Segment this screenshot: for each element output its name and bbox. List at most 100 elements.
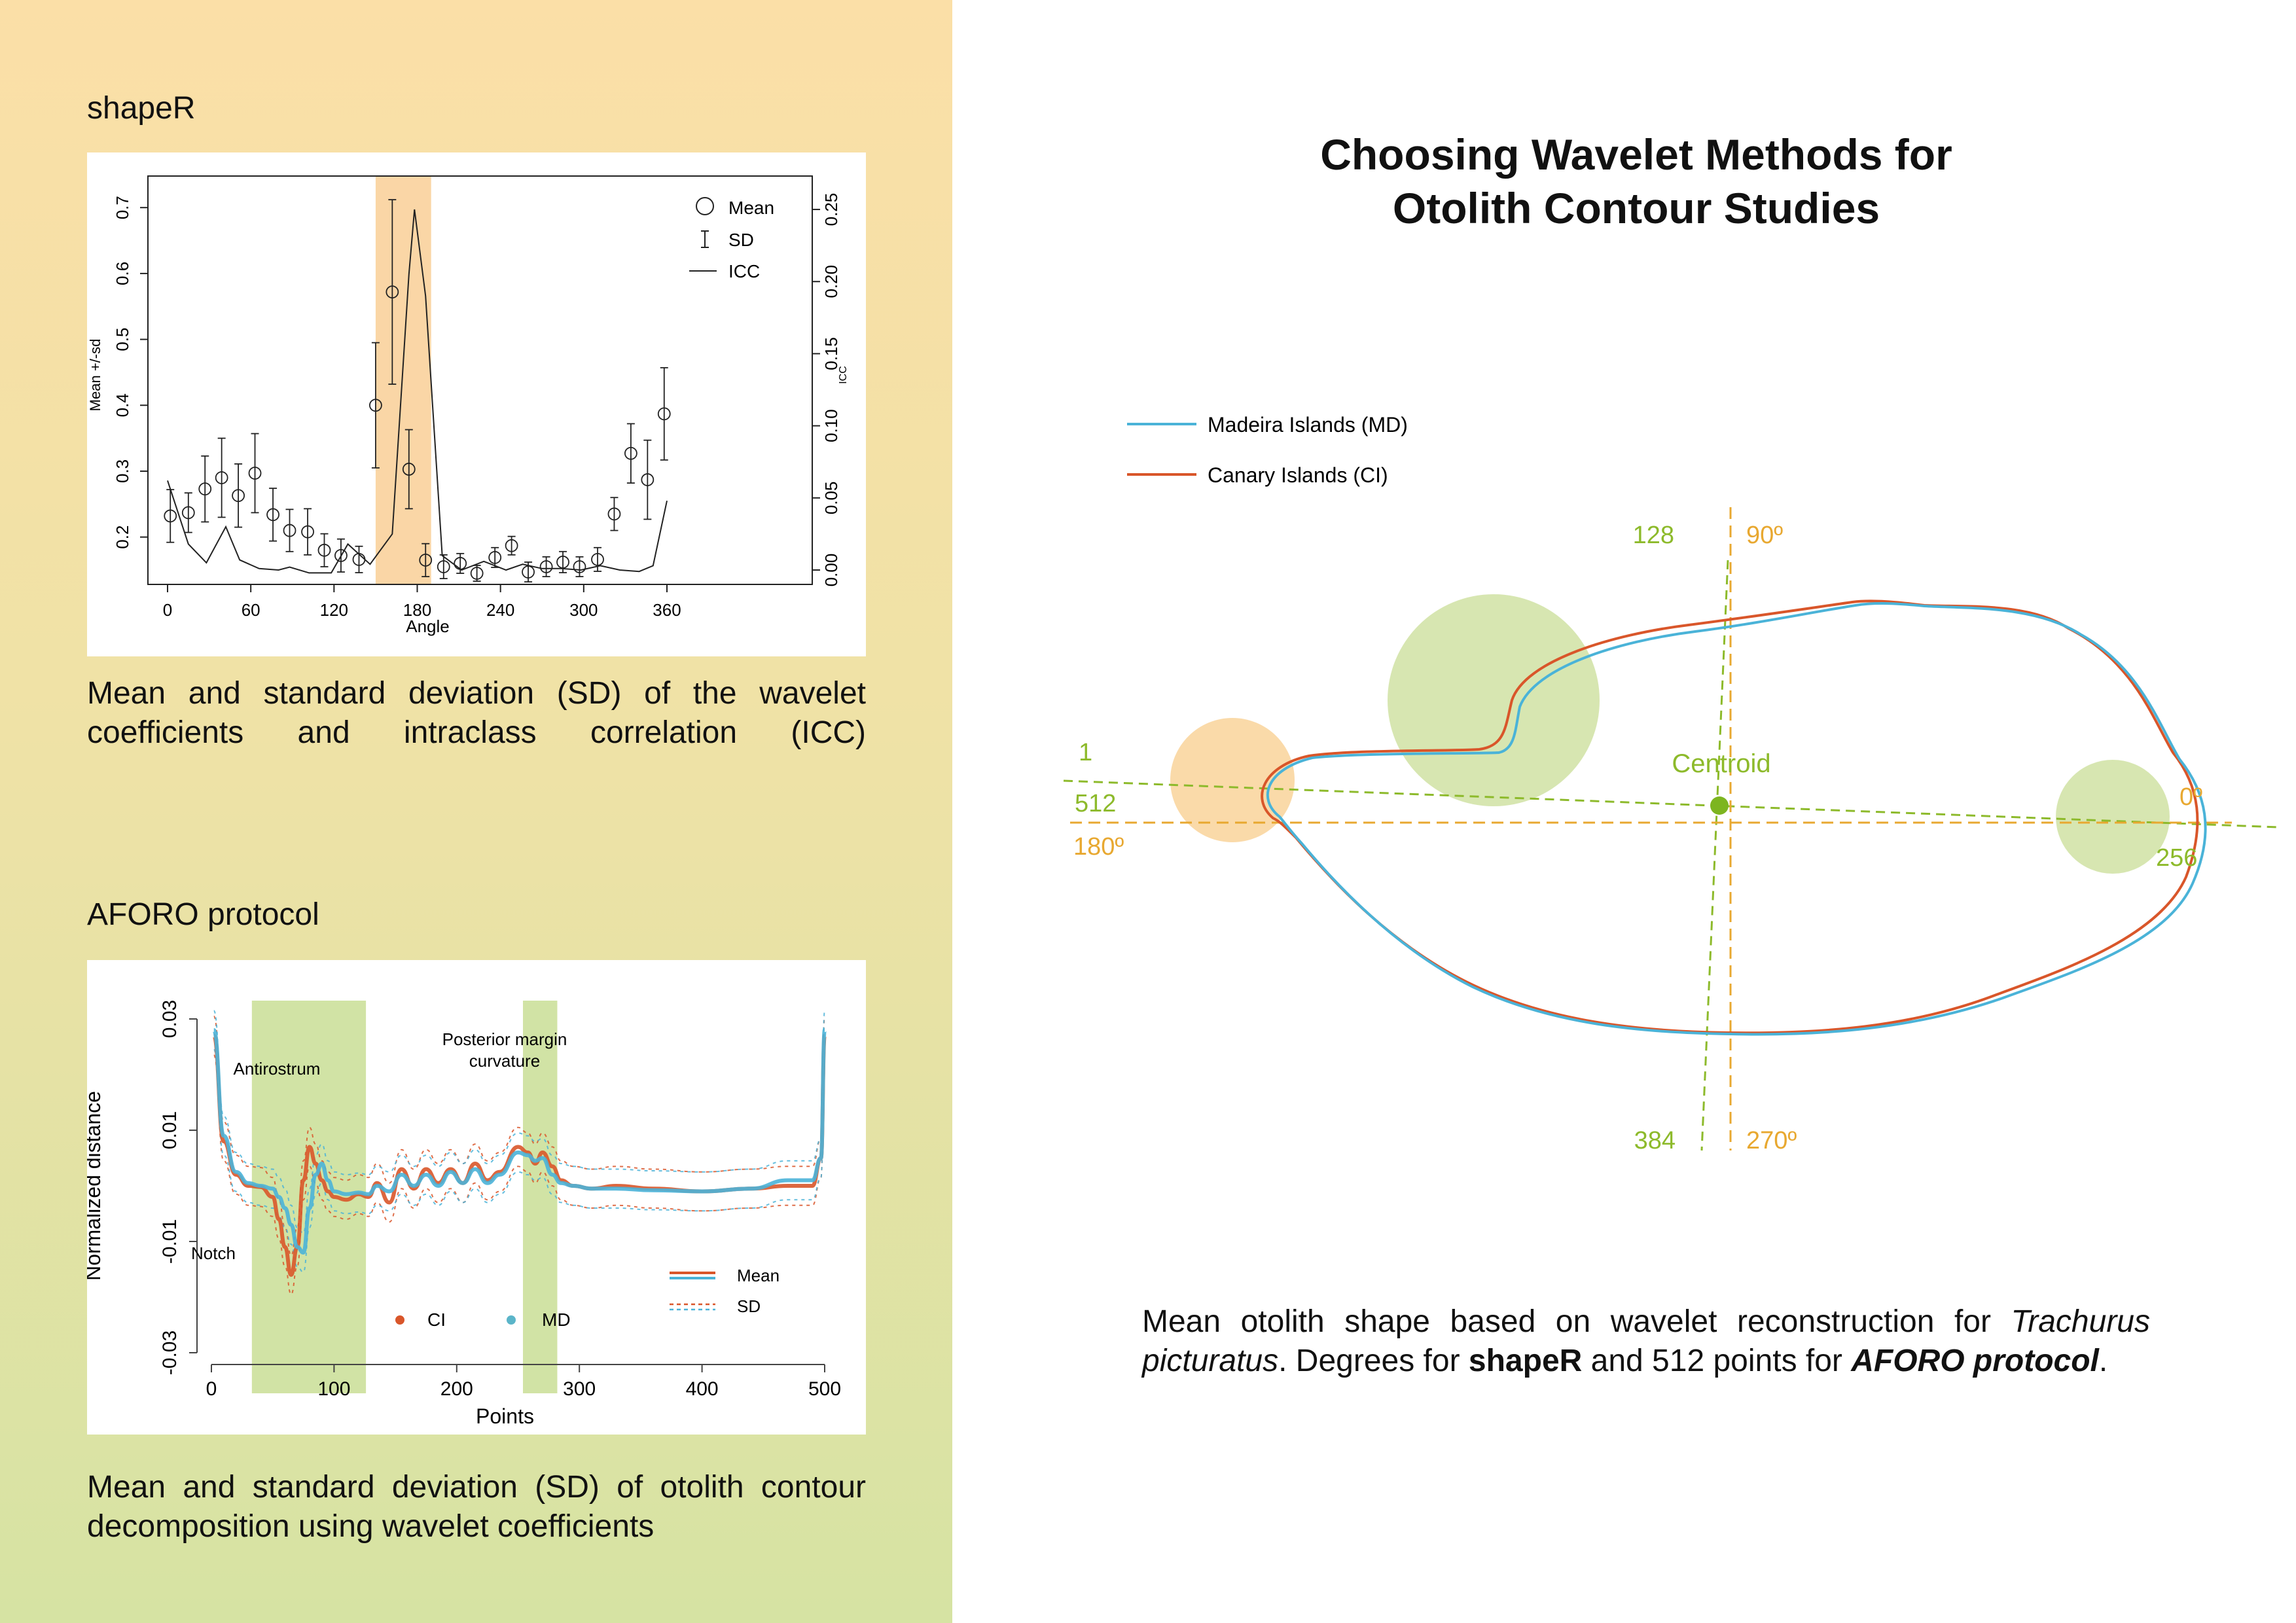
mean-point [266, 508, 279, 522]
x-tick-label: 300 [569, 600, 598, 620]
mean-point [283, 524, 296, 537]
mean-point [301, 525, 314, 539]
y-axis-label: Normalized distance [87, 1091, 105, 1281]
y-tick-label: 0.5 [113, 328, 132, 351]
posterior-region [522, 1001, 558, 1393]
x-tick-label: 240 [486, 600, 514, 620]
green-vertical-axis [1700, 560, 1729, 1151]
legend-md-dot [507, 1315, 516, 1325]
y2-tick-label: 0.00 [821, 554, 841, 587]
annotation-notch: Notch [191, 1243, 236, 1263]
label-256: 256 [2156, 844, 2197, 872]
green-horizontal-axis [1063, 779, 2278, 829]
legend-sd-label: SD [728, 230, 754, 250]
x-axis-label: Angle [406, 616, 450, 636]
md-contour [1266, 602, 2207, 1036]
y-tick-label: 0.3 [113, 459, 132, 483]
main-title-line1: Choosing Wavelet Methods for [1320, 130, 1952, 179]
shaper-chart: 0 60 120 180 240 300 360 0.2 0.3 0.4 0.5 0.6 0.7 0.00… [87, 175, 849, 636]
y2-tick-label: 0.25 [821, 193, 841, 226]
legend-mean-marker [696, 197, 714, 215]
mean-point [437, 560, 450, 573]
x-tick-label: 0 [163, 600, 172, 620]
label-1: 1 [1079, 739, 1092, 766]
annotation-curvature: curvature [469, 1051, 540, 1071]
mean-line-md [211, 1028, 827, 1255]
y-tick-label: -0.03 [159, 1330, 181, 1375]
sd-line-ci [213, 1054, 825, 1295]
mean-point [573, 560, 586, 573]
label-90deg: 90º [1746, 522, 1783, 549]
x-tick-label: 120 [320, 600, 348, 620]
centroid-dot [1710, 796, 1729, 815]
aforo-section-title: AFORO protocol [87, 897, 319, 932]
main-title: Choosing Wavelet Methods for Otolith Con… [1244, 128, 2029, 235]
label-128: 128 [1633, 522, 1674, 549]
mean-point [334, 548, 348, 562]
x-tick-label: 360 [653, 600, 681, 620]
mean-point [198, 482, 212, 496]
label-384: 384 [1634, 1127, 1676, 1154]
mean-point [505, 539, 518, 552]
ci-contour [1261, 599, 2199, 1035]
annotation-antirostrum: Antirostrum [234, 1059, 321, 1079]
mean-point [248, 467, 262, 480]
label-centroid: Centroid [1672, 749, 1770, 778]
x-tick-label: 0 [206, 1378, 217, 1400]
x-tick-label: 200 [440, 1378, 473, 1400]
sd-line-ci [213, 1015, 825, 1257]
legend-md-label: Madeira Islands (MD) [1208, 413, 1408, 437]
y2-tick-label: 0.10 [821, 409, 841, 442]
x-tick-label: 400 [686, 1378, 719, 1400]
aforo-caption: Mean and standard deviation (SD) of otol… [87, 1470, 866, 1544]
mean-point [232, 489, 245, 503]
x-tick-label: 300 [563, 1378, 596, 1400]
y-tick-label: 0.7 [113, 196, 132, 219]
shaper-section-title: shapeR [87, 91, 196, 126]
label-270deg: 270º [1746, 1127, 1797, 1154]
label-0deg: 0º [2179, 783, 2202, 811]
mean-point [624, 446, 637, 460]
otolith-diagram: Madeira Islands (MD) Canary Islands (CI)… [1063, 413, 2278, 1154]
aforo-legend-ci-label: CI [427, 1310, 446, 1330]
annotation-posterior-margin: Posterior margin [442, 1029, 567, 1049]
mean-point [402, 463, 416, 476]
mean-point [181, 506, 195, 520]
y-tick-label: 0.03 [159, 1000, 181, 1038]
y2-axis-label: ICC [838, 366, 849, 384]
y2-tick-label: 0.15 [821, 337, 841, 370]
mean-point [369, 399, 382, 412]
mean-point [539, 560, 553, 573]
mean-point [488, 550, 502, 564]
mean-point [591, 552, 604, 566]
y-tick-label: 0.01 [159, 1111, 181, 1149]
otolith-caption: Mean otolith shape based on wavelet reco… [1142, 1304, 2150, 1378]
icc-line [167, 209, 668, 574]
x-tick-label: 100 [317, 1378, 350, 1400]
posterior-circle [2056, 760, 2170, 874]
mean-point [556, 556, 569, 569]
mean-point [215, 471, 228, 484]
legend-icc-label: ICC [728, 261, 760, 281]
mean-point [657, 407, 671, 421]
x-axis-label: Points [476, 1404, 534, 1428]
notch-circle [1170, 718, 1295, 842]
label-512: 512 [1075, 790, 1116, 817]
mean-point [641, 473, 655, 486]
legend-ci-label: Canary Islands (CI) [1208, 463, 1388, 487]
mean-point [607, 507, 621, 521]
aforo-legend-sd-label: SD [737, 1296, 761, 1316]
aforo-legend-md-label: MD [542, 1310, 571, 1330]
aforo-plot-box: 0 100 200 300 400 500 -0.03 -0.01 0.01 0.03 Points… [81, 960, 866, 1435]
y-tick-label: 0.6 [113, 262, 132, 285]
aforo-legend-mean-label: Mean [737, 1266, 780, 1285]
x-tick-label: 500 [808, 1378, 841, 1400]
legend-mean-label: Mean [728, 198, 774, 218]
y-axis-label: Mean +/-sd [87, 339, 103, 412]
legend-ci-dot [395, 1315, 404, 1325]
mean-point [317, 543, 331, 557]
mean-point [454, 557, 467, 570]
antirostrum-circle [1388, 594, 1600, 806]
shaper-plot-box: 0 60 120 180 240 300 360 0.2 0.3 0.4 0.5 0.6 0.7 0.00… [87, 152, 866, 656]
x-tick-label: 60 [242, 600, 260, 620]
